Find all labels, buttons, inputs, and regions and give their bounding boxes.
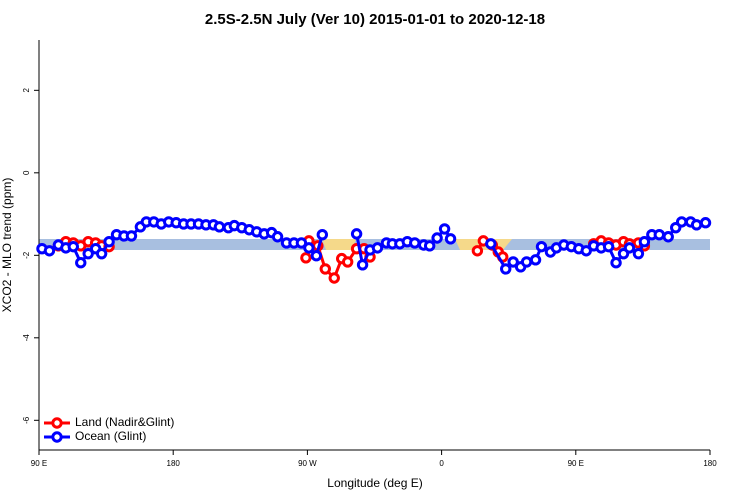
point (535, 240, 548, 253)
point (632, 247, 645, 260)
point (653, 228, 666, 241)
point (213, 221, 226, 233)
point (356, 259, 369, 271)
point (409, 237, 421, 249)
point (580, 245, 592, 257)
point (300, 252, 312, 264)
point (529, 254, 542, 266)
point (438, 223, 451, 235)
point (271, 231, 284, 243)
point (341, 256, 354, 268)
x-tick-label: 180 (703, 459, 717, 468)
point (125, 230, 138, 242)
point (507, 256, 519, 268)
point (295, 237, 308, 249)
y-axis-label: XCO2 - MLO trend (ppm) (0, 178, 14, 313)
point (328, 272, 340, 284)
legend-label: Land (Nadir&Glint) (75, 415, 174, 429)
x-tick-label: 180 (167, 459, 181, 468)
point (471, 245, 484, 257)
point (662, 231, 674, 243)
point (602, 240, 615, 253)
point (310, 250, 323, 262)
point (699, 217, 712, 229)
point (316, 228, 329, 241)
legend-marker (51, 417, 63, 429)
y-tick-label: -2 (22, 251, 31, 259)
legend-label: Ocean (Glint) (75, 429, 146, 443)
x-tick-label: 90 E (31, 459, 47, 468)
point (67, 240, 79, 253)
point (423, 240, 436, 252)
point (82, 247, 94, 260)
y-tick-label: 0 (22, 170, 31, 175)
point (103, 236, 115, 248)
point (485, 238, 497, 250)
x-tick-label: 90 E (568, 459, 584, 468)
point (444, 233, 457, 245)
legend-marker (51, 431, 63, 443)
point (690, 219, 703, 231)
point (520, 256, 533, 268)
point (500, 263, 512, 275)
point (319, 263, 331, 275)
point (95, 247, 108, 260)
point (610, 257, 622, 269)
x-tick-label: 0 (439, 459, 444, 468)
point (43, 245, 56, 257)
point (350, 228, 363, 240)
x-axis-label: Longitude (deg E) (327, 476, 422, 490)
land-band (322, 239, 356, 250)
point (75, 257, 87, 269)
point (638, 236, 651, 248)
point (371, 242, 384, 254)
point (431, 232, 443, 244)
y-tick-label: -4 (22, 334, 31, 342)
point (623, 242, 636, 254)
x-tick-label: 90 W (298, 459, 317, 468)
y-tick-label: 2 (22, 88, 31, 93)
chart-title: 2.5S-2.5N July (Ver 10) 2015-01-01 to 20… (205, 11, 545, 28)
point (675, 216, 688, 228)
point (303, 242, 315, 254)
y-tick-label: -6 (22, 416, 31, 424)
